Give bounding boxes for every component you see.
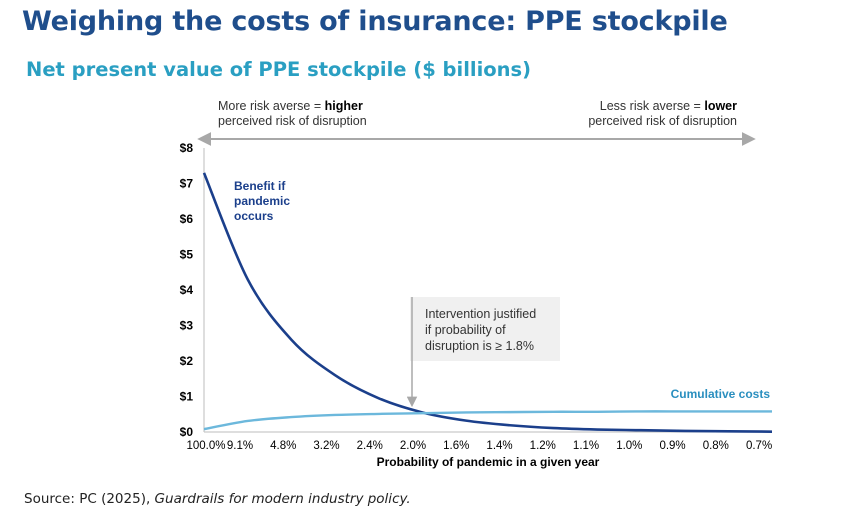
costs-label: Cumulative costs: [671, 387, 771, 401]
x-tick-label: 3.2%: [313, 440, 339, 452]
x-axis-label: Probability of pandemic in a given year: [377, 455, 600, 469]
risk-label-left-line2: perceived risk of disruption: [218, 114, 367, 128]
benefit-series-line: [202, 172, 773, 433]
benefit-label-line-1: Benefit if: [234, 179, 286, 193]
risk-label-left-line1: More risk averse = higher: [218, 99, 363, 113]
source-title: Guardrails for modern industry policy.: [154, 491, 411, 507]
risk-label-right-prefix: Less risk averse =: [600, 99, 705, 113]
page-title: Weighing the costs of insurance: PPE sto…: [22, 6, 728, 37]
risk-label-right-line1: Less risk averse = lower: [600, 99, 737, 113]
y-tick-label: $2: [180, 354, 194, 368]
y-tick-label: $0: [180, 425, 194, 439]
y-tick-label: $3: [180, 319, 194, 333]
y-tick-label: $7: [180, 177, 194, 191]
series-lines: [202, 172, 773, 433]
annotation-line-2: if probability of: [425, 323, 506, 337]
x-tick-label: 0.9%: [659, 440, 685, 452]
x-tick-label: 1.2%: [530, 440, 556, 452]
x-tick-label: 1.4%: [486, 440, 512, 452]
source-prefix: Source: PC (2025),: [24, 491, 155, 507]
x-tick-label: 0.7%: [746, 440, 772, 452]
y-tick-label: $1: [180, 390, 194, 404]
x-tick-label: 100.0%: [186, 440, 225, 452]
risk-label-right-line2: perceived risk of disruption: [588, 114, 737, 128]
x-tick-label: 2.0%: [400, 440, 426, 452]
chart-subtitle: Net present value of PPE stockpile ($ bi…: [26, 58, 532, 81]
y-tick-label: $5: [180, 248, 194, 262]
benefit-label-line-3: occurs: [234, 209, 274, 223]
costs-series-line: [203, 410, 772, 431]
x-tick-label: 0.8%: [703, 440, 729, 452]
x-tick-label: 4.8%: [270, 440, 296, 452]
annotation-line-3: disruption is ≥ 1.8%: [425, 339, 534, 353]
risk-label-left-prefix: More risk averse =: [218, 99, 325, 113]
annotation-line-1: Intervention justified: [425, 307, 536, 321]
x-tick-label: 1.1%: [573, 440, 599, 452]
source-note: Source: PC (2025), Guardrails for modern…: [24, 491, 411, 507]
line-chart: More risk averse = higher perceived risk…: [180, 99, 773, 469]
x-tick-labels: 100.0% 9.1% 4.8% 3.2% 2.4% 2.0% 1.6% 1.4% 1.2% 1.…: [186, 440, 772, 452]
y-tick-labels: $0 $1 $2 $3 $4 $5 $6 $7 $8: [180, 141, 194, 439]
x-tick-label: 1.0%: [616, 440, 642, 452]
x-tick-label: 1.6%: [443, 440, 469, 452]
risk-label-right-bold: lower: [704, 99, 737, 113]
x-tick-label: 9.1%: [227, 440, 253, 452]
y-tick-label: $4: [180, 283, 194, 297]
x-tick-label: 2.4%: [357, 440, 383, 452]
y-tick-label: $6: [180, 212, 194, 226]
benefit-label-line-2: pandemic: [234, 194, 290, 208]
risk-label-left-bold: higher: [325, 99, 363, 113]
y-tick-label: $8: [180, 141, 194, 155]
annotation-box: [410, 297, 560, 361]
